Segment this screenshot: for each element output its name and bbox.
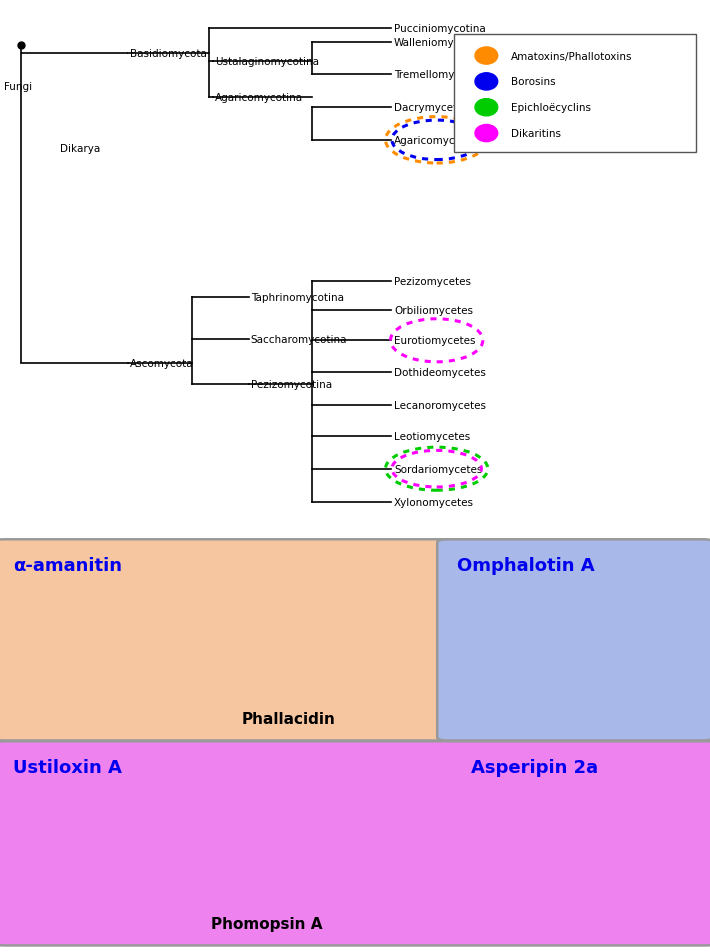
- Text: Omphalotin A: Omphalotin A: [457, 556, 594, 574]
- Text: Asperipin 2a: Asperipin 2a: [471, 759, 598, 776]
- FancyBboxPatch shape: [0, 540, 454, 741]
- Text: Tremellomycetes: Tremellomycetes: [394, 69, 483, 79]
- Text: Xylonomycetes: Xylonomycetes: [394, 497, 474, 507]
- Text: Agaricomycetes: Agaricomycetes: [394, 136, 478, 146]
- FancyBboxPatch shape: [437, 540, 710, 741]
- Text: Dikarya: Dikarya: [60, 144, 101, 154]
- Text: Ustiloxin A: Ustiloxin A: [13, 759, 121, 776]
- Circle shape: [475, 73, 498, 90]
- FancyBboxPatch shape: [454, 35, 696, 153]
- Circle shape: [475, 48, 498, 65]
- Text: Lecanoromycetes: Lecanoromycetes: [394, 401, 486, 410]
- Circle shape: [475, 126, 498, 143]
- Text: Pucciniomycotina: Pucciniomycotina: [394, 24, 486, 34]
- FancyBboxPatch shape: [0, 742, 710, 945]
- Text: Fungi: Fungi: [4, 82, 32, 92]
- Text: Borosins: Borosins: [511, 77, 556, 88]
- Text: Amatoxins/Phallotoxins: Amatoxins/Phallotoxins: [511, 51, 633, 62]
- Text: Leotiomycetes: Leotiomycetes: [394, 432, 470, 442]
- Text: Ustalaginomycotina: Ustalaginomycotina: [215, 57, 319, 67]
- Text: Agaricomycotina: Agaricomycotina: [215, 92, 303, 103]
- Text: Dothideomycetes: Dothideomycetes: [394, 367, 486, 377]
- Text: α-amanitin: α-amanitin: [13, 556, 121, 574]
- Text: Orbiliomycetes: Orbiliomycetes: [394, 306, 473, 315]
- Text: Pezizomycotina: Pezizomycotina: [251, 380, 332, 389]
- Circle shape: [475, 100, 498, 117]
- Text: Eurotiomycetes: Eurotiomycetes: [394, 336, 476, 346]
- Text: Phallacidin: Phallacidin: [241, 711, 335, 726]
- Text: Phomopsin A: Phomopsin A: [212, 916, 323, 931]
- Text: Walleniomycetes: Walleniomycetes: [394, 38, 483, 48]
- Text: Basidiomycota: Basidiomycota: [130, 49, 207, 59]
- Text: Taphrinomycotina: Taphrinomycotina: [251, 293, 344, 303]
- Text: Pezizomycetes: Pezizomycetes: [394, 276, 471, 287]
- Text: Dikaritins: Dikaritins: [511, 129, 561, 139]
- Text: Saccharomycotina: Saccharomycotina: [251, 334, 347, 345]
- Text: Sordariomycetes: Sordariomycetes: [394, 465, 482, 474]
- Text: Dacrymycetes: Dacrymycetes: [394, 103, 469, 112]
- Text: Ascomycota: Ascomycota: [130, 359, 194, 369]
- Text: Epichloëcyclins: Epichloëcyclins: [511, 103, 591, 113]
